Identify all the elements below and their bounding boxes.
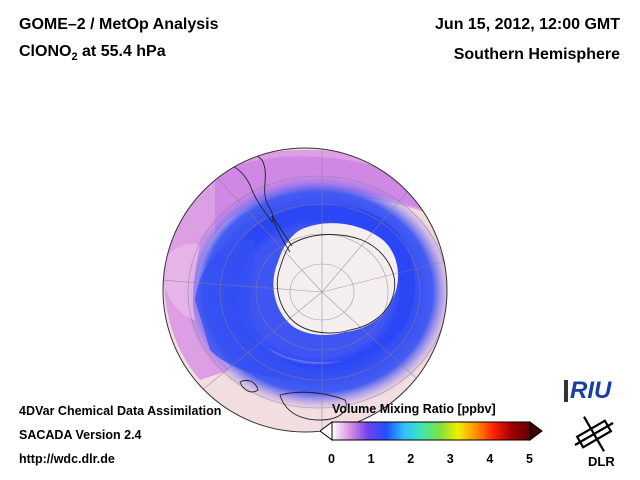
species-label: ClONO2 at 55.4 hPa xyxy=(19,43,166,63)
latitude-circle-60 xyxy=(219,203,421,381)
hemisphere-label: Southern Hemisphere xyxy=(453,46,620,63)
species-suffix: at 55.4 hPa xyxy=(77,43,166,60)
antarctica-pole xyxy=(273,223,399,335)
colorbar-tick-3: 3 xyxy=(446,452,454,466)
datetime-label: Jun 15, 2012, 12:00 GMT xyxy=(435,16,620,33)
dlr-cross-line-2 xyxy=(583,416,605,452)
footer-line-3: http://wdc.dlr.de xyxy=(19,452,115,466)
coastline-antarctic-peninsula xyxy=(271,215,293,253)
dlr-text: DLR xyxy=(588,454,615,469)
meridian-7 xyxy=(321,259,447,293)
map-title: GOME–2 / MetOp Analysis xyxy=(19,16,219,33)
dlr-logo: DLR xyxy=(574,416,615,469)
colorbar-tick-0: 0 xyxy=(328,452,335,466)
coastline-new-zealand xyxy=(239,379,259,393)
colorbar-tick-1: 1 xyxy=(367,452,375,466)
blue-tail xyxy=(195,239,330,379)
species-subscript: 2 xyxy=(71,51,78,64)
latitude-circle-50 xyxy=(187,175,447,409)
colorbar-gradient xyxy=(331,421,531,441)
footer-line-1: 4DVar Chemical Data Assimilation xyxy=(19,404,222,418)
pink-patch-west xyxy=(163,243,200,320)
colorbar-max-arrow xyxy=(529,421,543,441)
meridian-3 xyxy=(163,279,323,293)
riu-logo: RIU xyxy=(564,377,612,404)
riu-text: RIU xyxy=(570,377,612,404)
colorbar-tick-5: 5 xyxy=(526,452,533,466)
footer-line-2: SACADA Version 2.4 xyxy=(19,428,142,442)
meridian-2 xyxy=(209,169,323,293)
meridian-4 xyxy=(189,291,323,401)
colorbar-tick-4: 4 xyxy=(486,452,494,466)
globe-outline xyxy=(162,147,448,433)
colorbar xyxy=(320,421,543,441)
colorbar-title: Volume Mixing Ratio [ppbv] xyxy=(332,402,496,416)
riu-bar xyxy=(564,380,568,402)
coastline-antarctica xyxy=(276,234,396,334)
species-base: ClONO xyxy=(19,43,72,60)
colorbar-min-arrow xyxy=(320,421,333,441)
coastline-australia xyxy=(279,391,347,421)
colorbar-tick-2: 2 xyxy=(407,452,415,466)
